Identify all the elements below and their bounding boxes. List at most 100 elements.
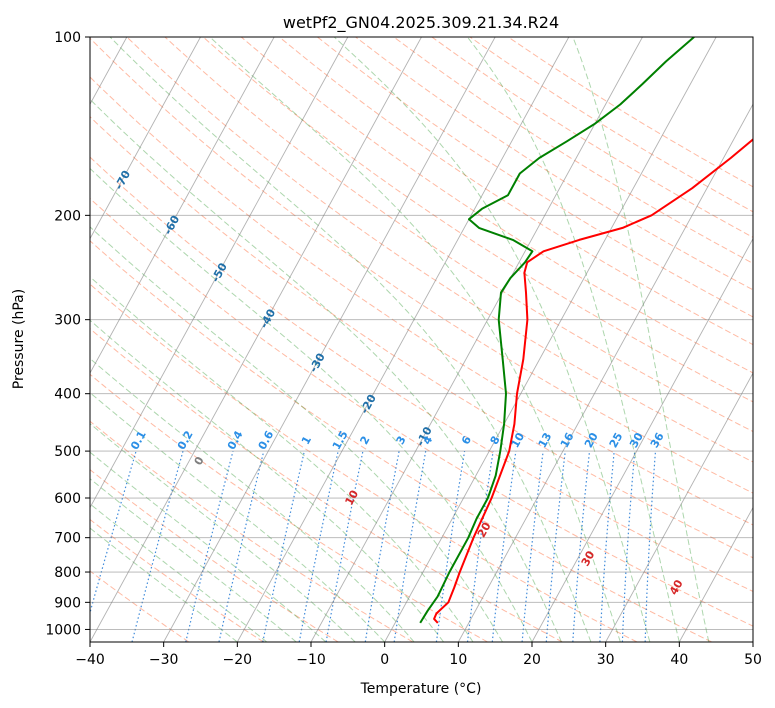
dry-adiabat — [90, 156, 753, 593]
dry-adiabat — [355, 37, 753, 291]
y-tick-label: 400 — [54, 387, 81, 403]
moist-adiabat — [90, 527, 238, 642]
moist-adiabat — [467, 37, 680, 642]
chart-title: wetPf2_GN04.2025.309.21.34.R24 — [283, 13, 559, 33]
isotherm — [236, 37, 570, 642]
mixing-ratio-label: 6 — [459, 433, 474, 446]
mixing-ratio-line — [218, 450, 265, 642]
dry-adiabat — [90, 240, 712, 642]
dry-adiabat — [90, 373, 488, 642]
isotherm-label: -50 — [209, 260, 230, 284]
dry-adiabat — [90, 570, 190, 642]
background-lines — [90, 37, 753, 642]
temperature-profile — [433, 138, 753, 624]
dry-adiabat — [90, 328, 563, 642]
mixing-ratio-line — [466, 451, 494, 642]
x-tick-label: −10 — [296, 652, 326, 668]
dry-adiabat — [90, 518, 264, 642]
isotherm-label: -90 — [9, 87, 30, 111]
dry-adiabat — [507, 37, 753, 188]
mixing-ratio-line — [435, 451, 466, 642]
mixing-ratio-line — [90, 450, 137, 615]
moist-adiabat — [90, 276, 474, 642]
mixing-ratio-label: 0.6 — [256, 428, 277, 452]
dry-adiabat — [240, 37, 753, 374]
isotherm-label: -70 — [112, 168, 133, 192]
moist-adiabat — [209, 37, 621, 642]
isotherm — [384, 37, 717, 642]
y-tick-label: 300 — [54, 313, 81, 329]
dry-adiabat — [90, 116, 753, 559]
moist-adiabat-label: 0 — [192, 454, 207, 467]
y-tick-label: 900 — [54, 595, 81, 611]
mixing-ratio-line — [621, 451, 636, 642]
dry-adiabat — [90, 197, 753, 627]
moist-adiabat — [90, 167, 533, 642]
moist-adiabat — [90, 392, 386, 642]
x-tick-label: −30 — [149, 652, 179, 668]
x-tick-label: 50 — [744, 652, 762, 668]
mixing-ratio-label: 3 — [394, 434, 409, 447]
y-axis-title: Pressure (hPa) — [11, 289, 27, 389]
x-tick-label: 20 — [523, 652, 541, 668]
mixing-ratio-label: 13 — [536, 430, 555, 450]
moist-adiabat — [90, 423, 356, 642]
dry-adiabat — [90, 283, 638, 642]
mixing-ratio-label: 1.5 — [330, 429, 351, 452]
dewpoint-profile — [419, 37, 695, 624]
y-tick-label: 600 — [54, 491, 81, 507]
moist-adiabat — [90, 478, 297, 642]
mixing-ratio-label: 30 — [627, 430, 646, 450]
mixing-ratio-label: 20 — [582, 430, 601, 450]
moist-adiabat — [572, 37, 710, 642]
mixing-ratio-label: 2 — [357, 434, 372, 447]
mixing-ratio-line — [572, 451, 591, 642]
x-tick-label: 10 — [449, 652, 467, 668]
mixing-ratio-line — [491, 451, 517, 642]
isotherm — [90, 37, 201, 240]
mixing-ratio-line — [521, 451, 544, 642]
grid — [90, 37, 753, 642]
mixing-ratio-label: 0.2 — [175, 429, 196, 452]
x-tick-label: 0 — [380, 652, 389, 668]
plot-frame — [89, 36, 754, 643]
x-axis-title: Temperature (°C) — [360, 681, 482, 697]
isotherm — [90, 37, 349, 509]
y-tick-label: 1000 — [45, 622, 81, 638]
isotherm — [310, 37, 643, 642]
dry-adiabat — [278, 37, 753, 346]
moist-adiabat-label: 10 — [342, 488, 361, 508]
moist-adiabat — [90, 451, 327, 642]
isotherm-label: -40 — [257, 307, 278, 331]
isotherm-label: -80 — [61, 127, 82, 151]
x-tick-label: −20 — [223, 652, 253, 668]
isotherm — [678, 506, 753, 642]
dry-adiabat — [90, 76, 753, 526]
mixing-ratio-line — [262, 450, 305, 642]
isotherm — [90, 37, 275, 375]
isotherm — [90, 37, 422, 642]
dry-adiabat — [90, 469, 339, 642]
x-tick-label: −40 — [75, 652, 105, 668]
moist-adiabat — [90, 98, 562, 642]
mixing-ratio-label: 16 — [558, 430, 577, 450]
y-tick-label: 500 — [54, 444, 81, 460]
isotherm — [163, 37, 496, 642]
dry-adiabat — [164, 37, 753, 433]
isotherm — [752, 641, 753, 642]
dry-adiabat — [431, 37, 753, 238]
moist-adiabat — [333, 37, 651, 642]
profiles — [419, 37, 753, 624]
isotherm — [457, 103, 753, 642]
moist-adiabat — [90, 319, 444, 642]
y-tick-label: 700 — [54, 531, 81, 547]
x-axis: −40 −30 −20 −10 0 10 20 30 40 50 — [75, 642, 762, 668]
x-tick-label: 30 — [597, 652, 615, 668]
moist-adiabat — [90, 226, 503, 642]
mixing-ratio-line — [545, 451, 566, 642]
isotherm — [605, 372, 753, 642]
moist-adiabat — [109, 37, 592, 642]
moist-adiabat — [90, 357, 415, 642]
mixing-ratio-label: 25 — [607, 430, 626, 450]
